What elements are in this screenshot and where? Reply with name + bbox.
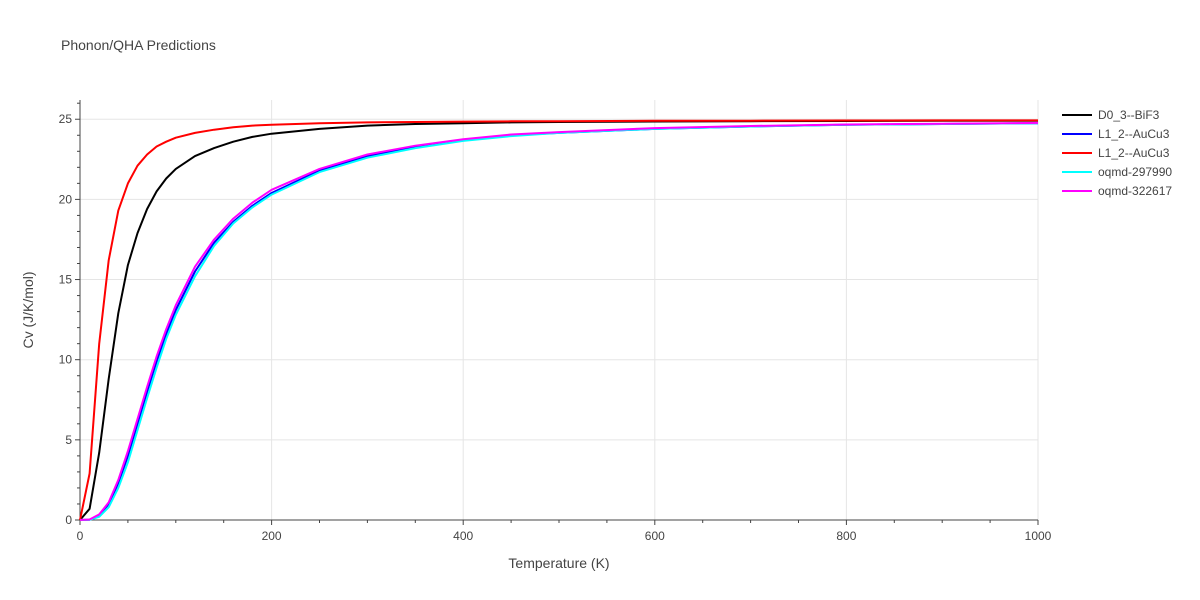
- chart-title: Phonon/QHA Predictions: [61, 37, 216, 53]
- x-tick-label: 200: [262, 529, 282, 543]
- y-tick-label: 0: [65, 513, 72, 527]
- legend-label: L1_2--AuCu3: [1098, 146, 1170, 160]
- y-tick-label: 25: [59, 112, 73, 126]
- x-tick-label: 600: [645, 529, 665, 543]
- legend-item[interactable]: L1_2--AuCu3: [1062, 146, 1170, 160]
- legend[interactable]: D0_3--BiF3 L1_2--AuCu3 L1_2--AuCu3 oqmd-297…: [1062, 108, 1172, 198]
- grid: [80, 100, 1039, 520]
- axes: 0 200 400 600 800 1000 0 5 10 15 20 25: [59, 100, 1052, 543]
- series-line-1: [79, 122, 1039, 521]
- y-tick-label: 20: [59, 192, 73, 206]
- x-tick-label: 1000: [1025, 529, 1052, 543]
- y-tick-label: 15: [59, 273, 73, 287]
- y-axis-title: Cv (J/K/mol): [20, 272, 36, 349]
- legend-item[interactable]: oqmd-322617: [1062, 184, 1172, 198]
- series-line-2: [79, 119, 1038, 521]
- series-layer: [79, 119, 1039, 521]
- x-tick-label: 0: [77, 529, 84, 543]
- x-axis-title: Temperature (K): [508, 555, 609, 571]
- legend-item[interactable]: L1_2--AuCu3: [1062, 127, 1170, 141]
- legend-label: oqmd-322617: [1098, 184, 1172, 198]
- legend-label: L1_2--AuCu3: [1098, 127, 1170, 141]
- series-line-3: [79, 122, 1039, 521]
- x-tick-label: 800: [836, 529, 856, 543]
- legend-item[interactable]: D0_3--BiF3: [1062, 108, 1160, 122]
- series-line-4: [79, 121, 1039, 521]
- series-line-0: [79, 119, 1038, 521]
- legend-item[interactable]: oqmd-297990: [1062, 165, 1172, 179]
- legend-label: oqmd-297990: [1098, 165, 1172, 179]
- legend-label: D0_3--BiF3: [1098, 108, 1160, 122]
- y-tick-label: 10: [59, 353, 73, 367]
- x-tick-label: 400: [453, 529, 473, 543]
- y-tick-label: 5: [65, 433, 72, 447]
